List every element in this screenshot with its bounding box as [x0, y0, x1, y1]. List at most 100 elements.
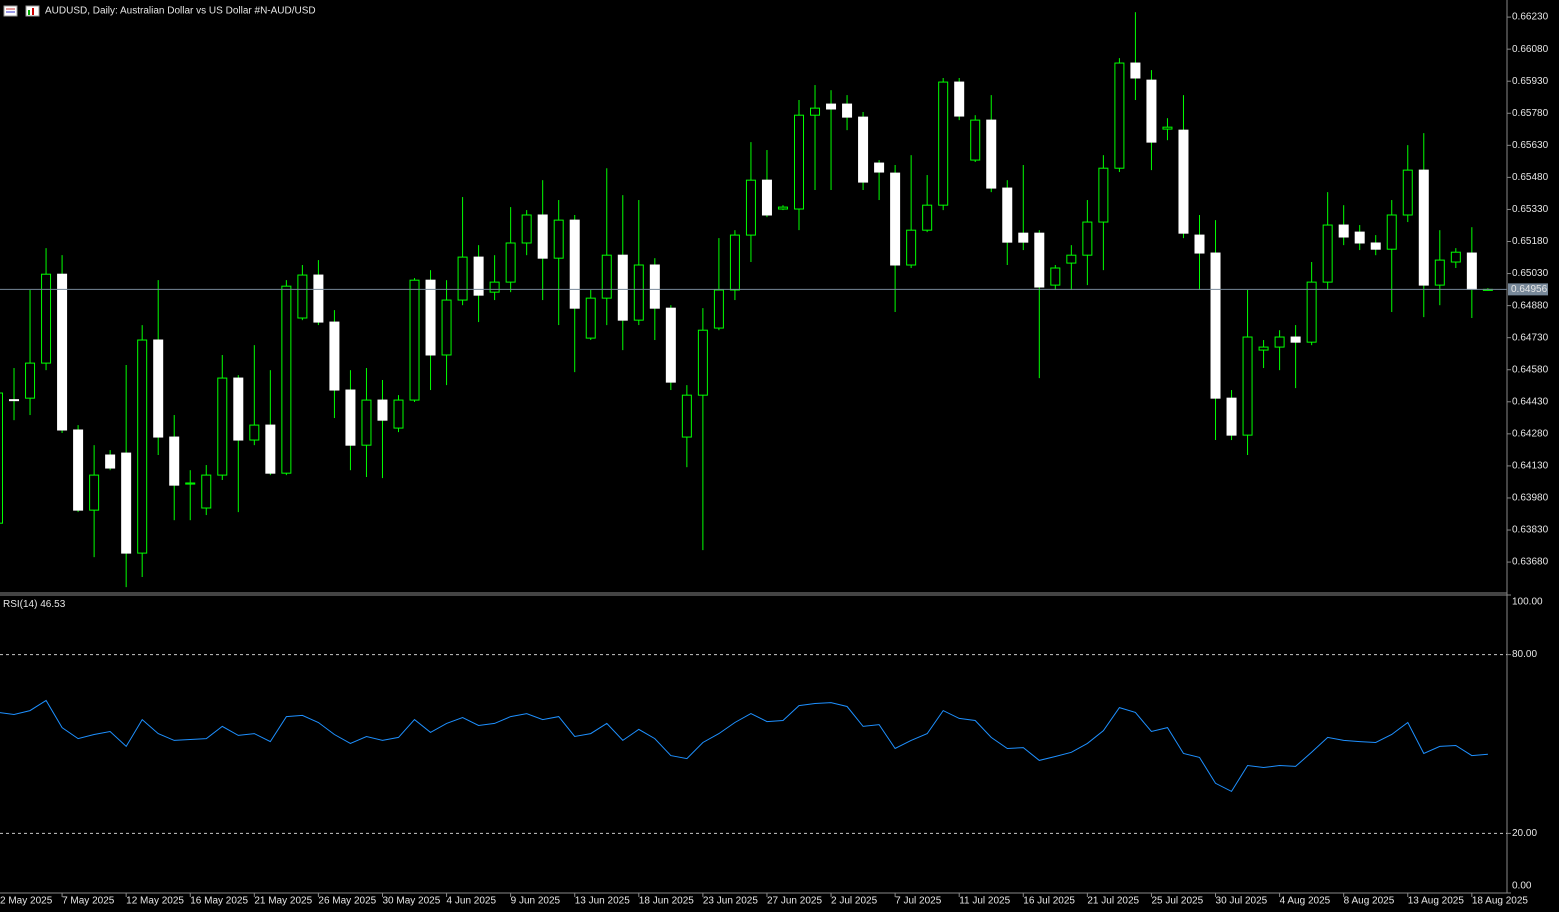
candle-body: [57, 273, 68, 431]
candle-body: [249, 424, 260, 441]
candle-body: [473, 256, 484, 296]
candle-body: [105, 454, 116, 469]
current-price-label: 0.64956: [1511, 284, 1548, 295]
candle-body: [521, 214, 532, 244]
candle-body: [169, 436, 180, 486]
indicator-header: RSI(14) 46.53: [3, 599, 66, 610]
icon-frame: [3, 5, 18, 17]
candle-body: [1370, 242, 1381, 250]
y-tick-label: 0.64580: [1512, 364, 1549, 375]
candle-body: [153, 339, 164, 438]
candle-body: [954, 81, 965, 117]
y-tick-label: 100.00: [1512, 597, 1543, 608]
candle-body: [281, 285, 292, 474]
y-tick-label: 0.65180: [1512, 236, 1549, 247]
candle-body: [489, 281, 500, 293]
candle-body: [1018, 232, 1029, 243]
candle-body: [777, 206, 788, 210]
x-tick-label: 12 May 2025: [126, 896, 184, 907]
x-tick-label: 11 Jul 2025: [959, 896, 1010, 907]
candle-body: [649, 264, 660, 309]
candle-body: [745, 179, 756, 236]
candle-body: [537, 214, 548, 259]
x-tick-label: 25 Jul 2025: [1151, 896, 1203, 907]
x-tick-label: 26 May 2025: [318, 896, 376, 907]
candle-body: [1386, 214, 1397, 250]
y-tick-label: 0.65930: [1512, 76, 1549, 87]
y-tick-label: 0.63830: [1512, 525, 1549, 536]
candle-body: [361, 399, 372, 446]
y-tick-label: 0.65480: [1512, 172, 1549, 183]
y-tick-label: 0.66230: [1512, 12, 1549, 23]
candle-body: [938, 81, 949, 206]
candle-body: [1162, 126, 1173, 130]
candle-body: [89, 474, 100, 511]
candle-body: [185, 482, 196, 485]
candle-body: [633, 264, 644, 321]
candle-body: [1002, 187, 1013, 243]
candle-body: [121, 452, 132, 554]
candle-body: [585, 297, 596, 339]
candle-body: [9, 399, 20, 402]
candle-body: [1130, 62, 1141, 79]
candle-body: [794, 114, 804, 210]
y-tick-label: 0.63980: [1512, 493, 1549, 504]
y-tick-label: 0.64730: [1512, 332, 1549, 343]
indicator-value: 46.53: [40, 599, 65, 610]
candle-body: [329, 321, 340, 391]
x-tick-label: 7 Jul 2025: [895, 896, 942, 907]
y-tick-label: 0.65780: [1512, 108, 1549, 119]
candle-body: [393, 399, 404, 429]
candle-body: [697, 329, 708, 396]
x-tick-label: 2 May 2025: [0, 896, 53, 907]
candle-body: [505, 242, 516, 283]
x-tick-label: 21 Jul 2025: [1087, 896, 1139, 907]
x-tick-label: 4 Aug 2025: [1280, 896, 1331, 907]
candle-body: [1082, 221, 1093, 256]
y-tick-label: 0.64130: [1512, 461, 1549, 472]
x-tick-label: 30 Jul 2025: [1216, 896, 1268, 907]
candle-body: [553, 219, 564, 259]
icon-bar: [28, 10, 30, 15]
candle-body: [233, 377, 244, 441]
candle-body: [1258, 346, 1269, 351]
candle-body: [1146, 79, 1157, 143]
x-tick-label: 13 Aug 2025: [1408, 896, 1465, 907]
symbol-icon: [3, 5, 40, 17]
candle-body: [665, 307, 676, 383]
candle-body: [858, 116, 869, 183]
x-tick-label: 4 Jun 2025: [447, 896, 497, 907]
candle-body: [1338, 224, 1349, 238]
candle-body: [217, 377, 228, 476]
candle-body: [761, 179, 772, 216]
candle-body: [810, 107, 821, 116]
candle-body: [1098, 167, 1109, 223]
x-tick-label: 18 Jun 2025: [639, 896, 694, 907]
x-tick-label: 23 Jun 2025: [703, 896, 758, 907]
candle-body: [41, 273, 52, 364]
candle-body: [1178, 129, 1189, 234]
y-tick-label: 0.66080: [1512, 44, 1549, 55]
candle-body: [1114, 62, 1125, 169]
candle-body: [874, 162, 885, 173]
current-price-box: [1508, 283, 1548, 296]
candle-body: [1194, 234, 1205, 254]
candle-body: [1050, 267, 1061, 286]
candle-body: [1066, 254, 1077, 264]
chart-header: AUDUSD, Daily: Australian Dollar vs US D…: [45, 6, 316, 17]
y-tick-label: 0.63680: [1512, 557, 1549, 568]
x-tick-label: 9 Jun 2025: [511, 896, 561, 907]
candle-body: [1466, 252, 1477, 290]
candle-body: [1306, 281, 1317, 343]
candle-body: [297, 274, 308, 319]
candle-body: [713, 289, 724, 329]
candle-body: [826, 103, 837, 110]
x-tick-label: 2 Jul 2025: [831, 896, 878, 907]
candle-body: [617, 254, 628, 321]
x-tick-label: 30 May 2025: [382, 896, 440, 907]
candle-body: [137, 339, 148, 554]
x-tick-label: 13 Jun 2025: [575, 896, 630, 907]
